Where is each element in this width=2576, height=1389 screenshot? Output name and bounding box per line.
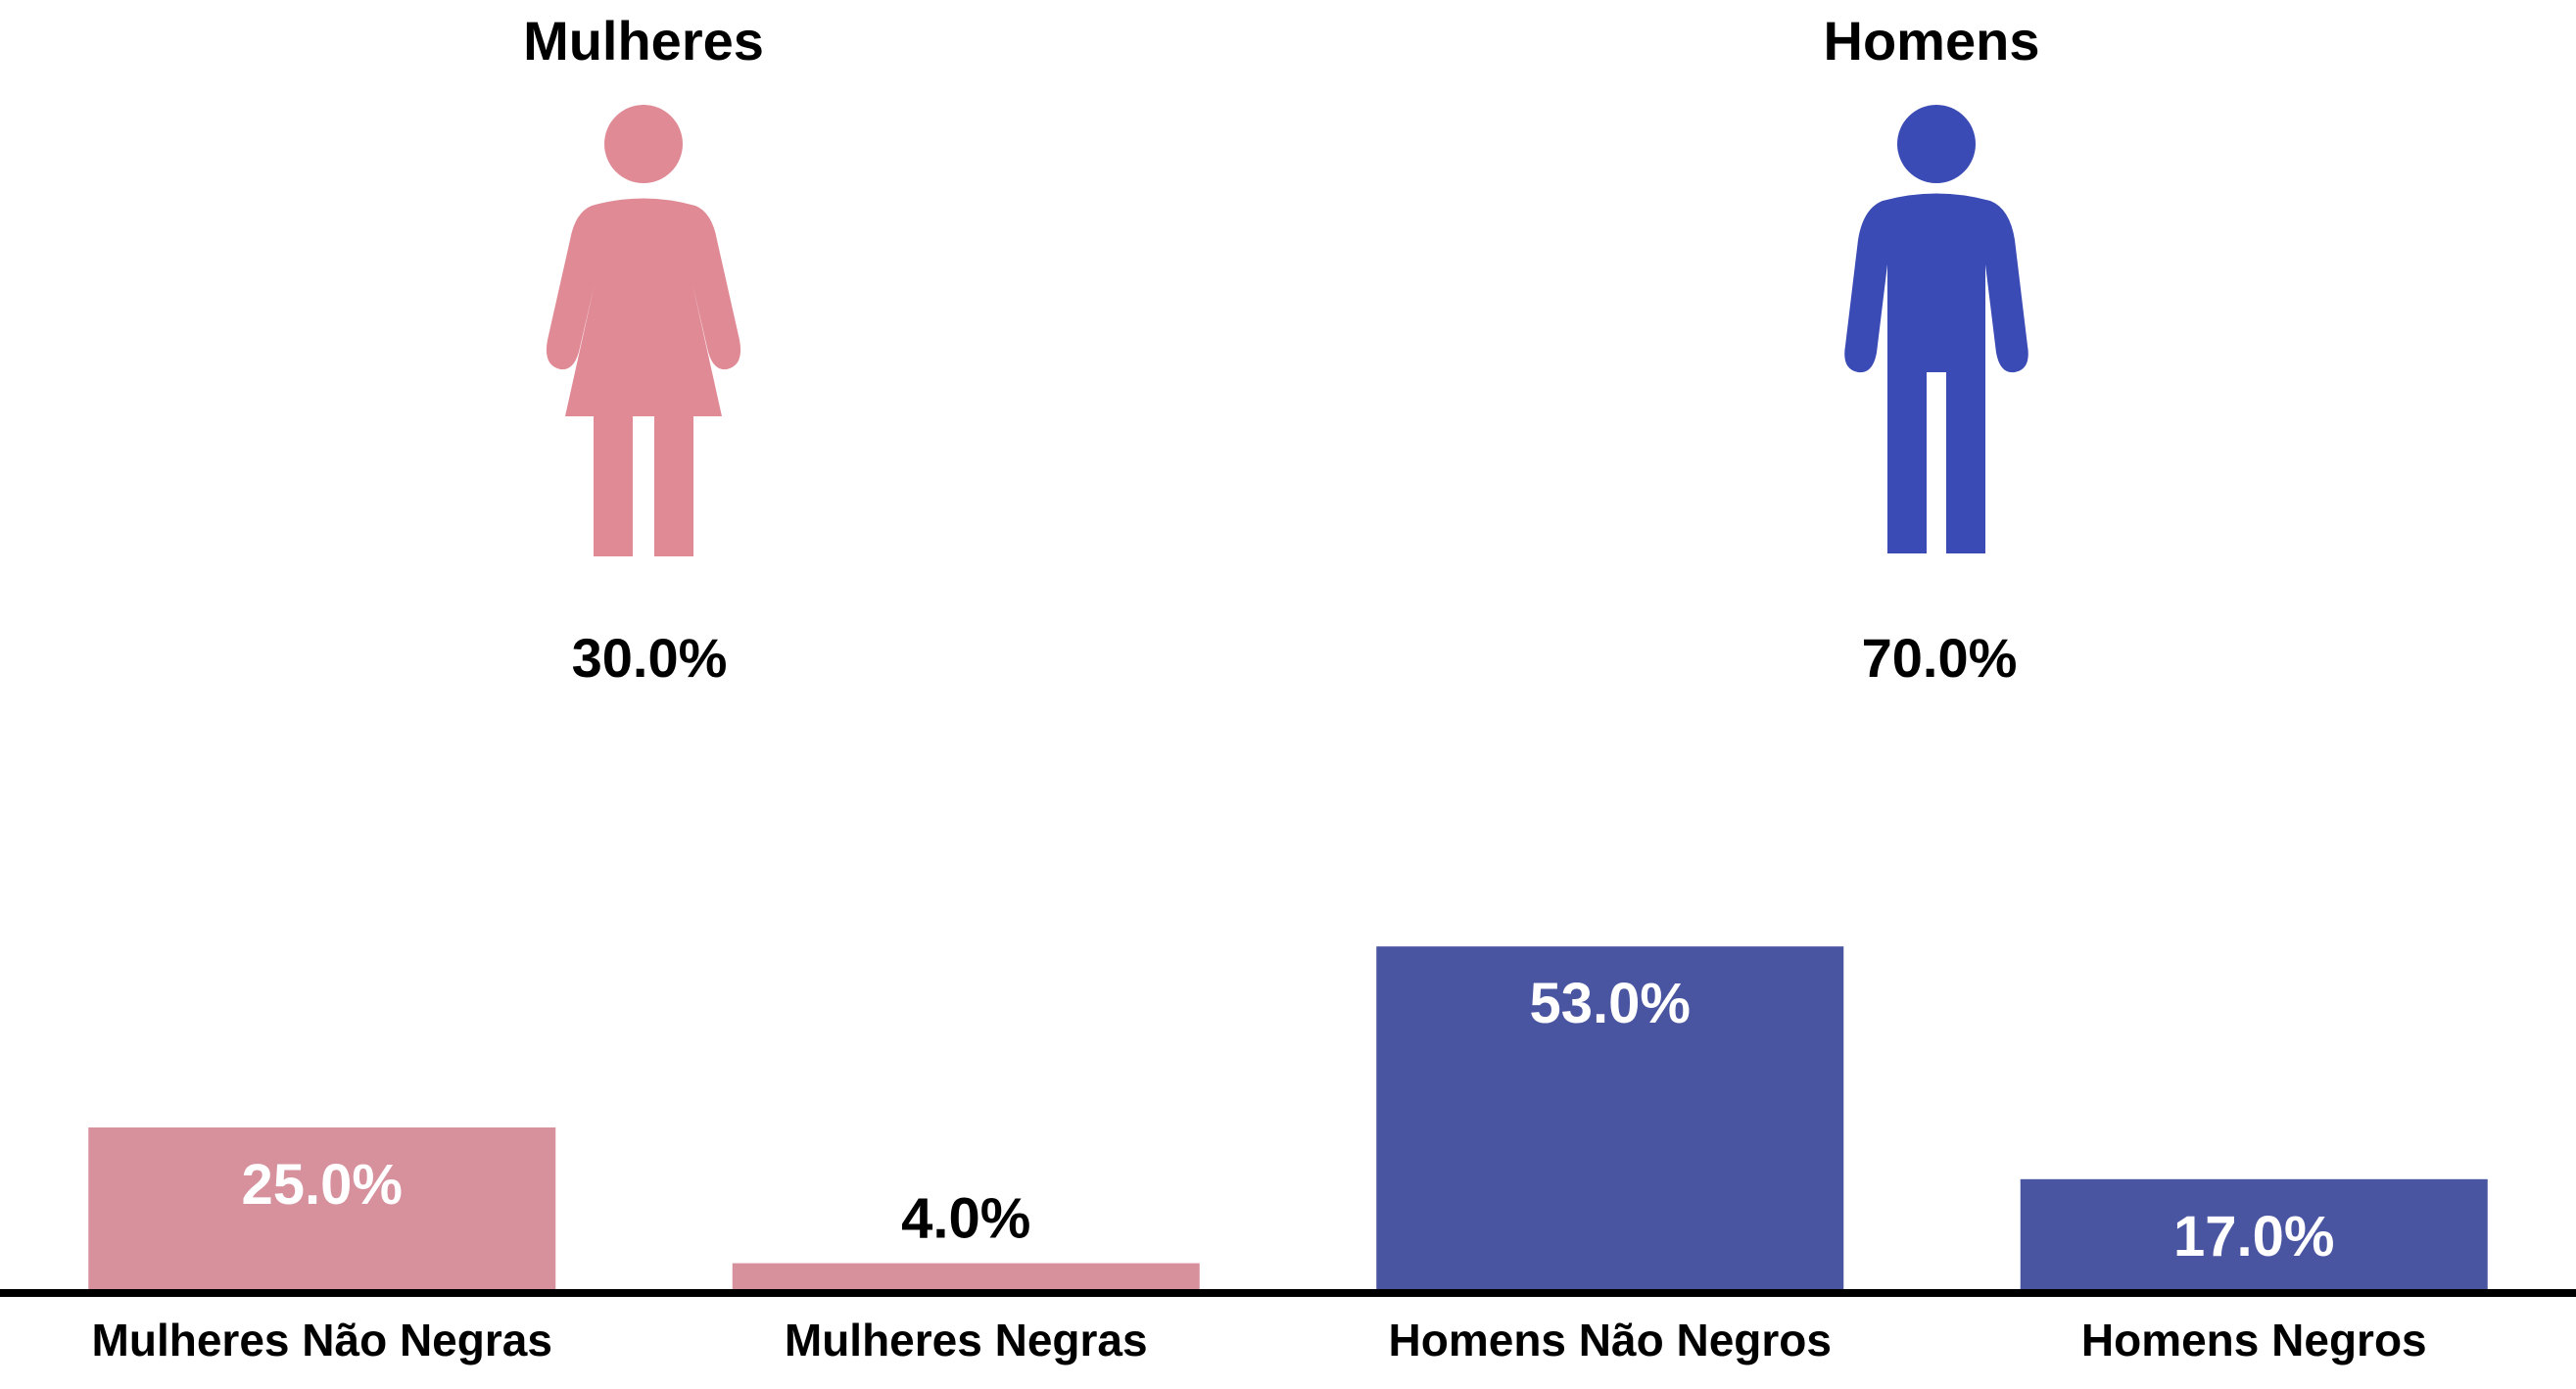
bar-value-label-4: 17.0% — [2173, 1205, 2334, 1269]
man-icon — [1844, 105, 2028, 553]
x-axis-line — [0, 1289, 2576, 1297]
men-title: Homens — [1823, 10, 2040, 72]
bar-value-label-1: 25.0% — [242, 1153, 403, 1217]
bar-value-label-2: 4.0% — [901, 1187, 1030, 1251]
bar-3 — [1376, 946, 1844, 1289]
women-title: Mulheres — [523, 10, 764, 72]
bar-1 — [88, 1127, 556, 1289]
category-label-1: Mulheres Não Negras — [92, 1315, 552, 1365]
category-label-3: Homens Não Negros — [1389, 1315, 1832, 1365]
bar-4 — [2020, 1178, 2488, 1289]
women-percent: 30.0% — [571, 627, 728, 689]
bar-value-label-3: 53.0% — [1530, 972, 1691, 1035]
bar-2 — [732, 1263, 1200, 1289]
category-label-4: Homens Negros — [2081, 1315, 2427, 1365]
category-label-2: Mulheres Negras — [785, 1315, 1148, 1365]
woman-icon — [546, 105, 741, 556]
men-percent: 70.0% — [1861, 627, 2018, 689]
